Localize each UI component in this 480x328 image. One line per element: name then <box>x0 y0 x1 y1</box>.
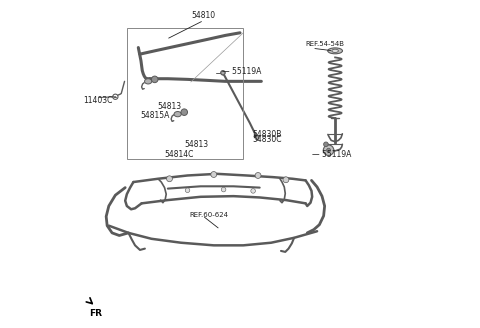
Text: — 55119A: — 55119A <box>312 150 351 159</box>
Circle shape <box>283 177 289 183</box>
Circle shape <box>221 71 225 75</box>
Text: 11403C: 11403C <box>83 96 113 105</box>
Circle shape <box>185 188 190 193</box>
Text: REF.60-624: REF.60-624 <box>189 212 228 217</box>
Text: FR: FR <box>89 309 102 318</box>
Text: 54815A: 54815A <box>140 111 169 120</box>
Text: 54814C: 54814C <box>164 150 193 159</box>
Circle shape <box>181 109 188 115</box>
Text: 54813: 54813 <box>184 140 208 149</box>
Text: — 55119A: — 55119A <box>222 67 261 76</box>
Ellipse shape <box>174 112 181 117</box>
Text: 54813: 54813 <box>157 102 181 111</box>
Circle shape <box>152 76 158 83</box>
Ellipse shape <box>144 79 152 84</box>
Bar <box>127 28 243 159</box>
Text: 54810: 54810 <box>192 11 216 20</box>
Text: 54830C: 54830C <box>252 135 282 144</box>
Circle shape <box>221 71 225 75</box>
Circle shape <box>255 136 259 140</box>
Circle shape <box>255 173 261 178</box>
Circle shape <box>324 142 328 147</box>
Text: REF.54-54B: REF.54-54B <box>306 41 345 47</box>
Circle shape <box>326 148 331 152</box>
Circle shape <box>251 189 255 193</box>
Circle shape <box>167 176 172 182</box>
Circle shape <box>324 145 334 155</box>
Circle shape <box>221 187 226 192</box>
Text: 54830B: 54830B <box>252 130 282 138</box>
Ellipse shape <box>328 48 343 54</box>
Circle shape <box>211 172 216 177</box>
Ellipse shape <box>332 49 338 52</box>
